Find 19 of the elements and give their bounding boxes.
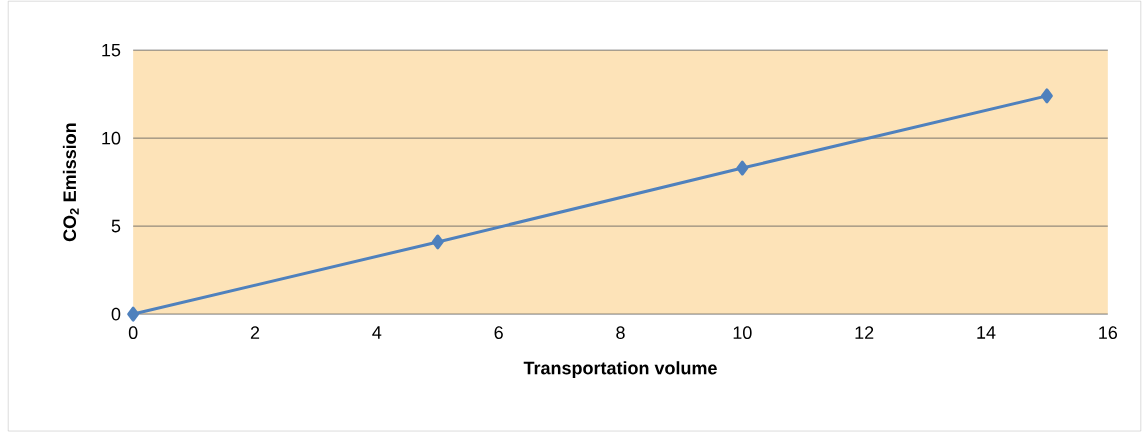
x-tick-label: 16 (1099, 326, 1118, 339)
x-tick-label: 10 (733, 326, 752, 339)
y-tick-label: 15 (102, 43, 121, 57)
x-tick-label: 12 (855, 326, 874, 339)
point (1040, 88, 1053, 104)
x-tick-label: 4 (372, 326, 382, 339)
x-axis-title: Transportation volume (523, 361, 717, 378)
point (127, 306, 140, 322)
point (431, 234, 444, 250)
x-tick-label: 0 (128, 326, 138, 339)
x-tick-label: 14 (977, 326, 996, 339)
point (736, 160, 749, 176)
y-tick-label: 0 (111, 307, 121, 321)
y-axis-title: CO$_{2}$ Emission (62, 123, 79, 242)
y-tick-label: 5 (111, 219, 121, 233)
x-tick-label: 8 (616, 326, 625, 339)
x-tick-label: 6 (494, 326, 503, 339)
x-tick-label: 2 (250, 326, 260, 339)
y-tick-label: 10 (102, 131, 121, 145)
